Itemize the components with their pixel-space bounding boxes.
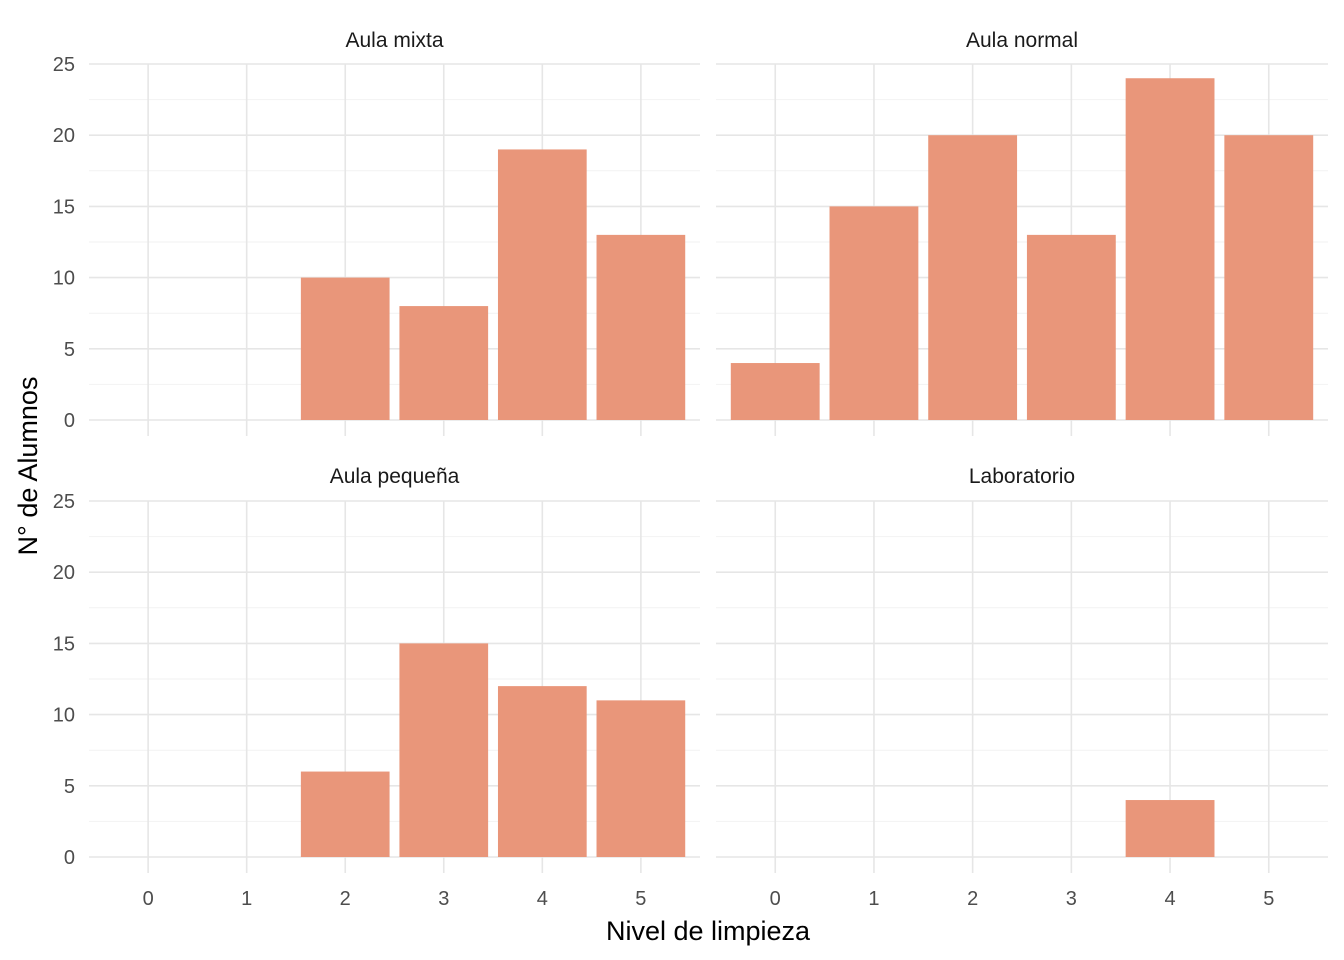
y-tick-label: 15 <box>53 196 75 218</box>
panel-laboratorio: Laboratorio 0 1 2 3 4 5 <box>716 465 1328 910</box>
y-tick-label: 20 <box>53 562 75 584</box>
bar <box>497 149 587 420</box>
bar <box>300 277 390 420</box>
x-tick-label: 2 <box>340 888 351 910</box>
y-axis-title: N° de Alumnos <box>13 377 43 556</box>
panel-aula-normal: Aula normal <box>716 29 1328 436</box>
x-tick-label: 3 <box>438 888 449 910</box>
panel-title: Aula pequeña <box>330 465 460 488</box>
y-tick-label: 5 <box>64 339 75 361</box>
bar <box>300 771 390 857</box>
x-tick-label: 0 <box>143 888 154 910</box>
panel-title: Aula normal <box>966 29 1078 52</box>
x-tick-label: 5 <box>635 888 646 910</box>
x-axis-title: Nivel de limpieza <box>606 916 811 946</box>
bar <box>1224 135 1314 420</box>
panel-title: Aula mixta <box>345 29 443 52</box>
bar <box>399 643 489 857</box>
bar <box>730 363 820 420</box>
bar <box>596 234 686 420</box>
panel-title: Laboratorio <box>969 465 1075 488</box>
panel-aula-mixta: Aula mixta 0 5 10 15 20 25 <box>53 29 700 436</box>
y-tick-label: 0 <box>64 410 75 432</box>
bar <box>1125 78 1215 421</box>
x-tick-label: 1 <box>241 888 252 910</box>
bar <box>497 686 587 857</box>
bar <box>1125 800 1215 857</box>
x-tick-label: 4 <box>1165 888 1176 910</box>
y-tick-label: 10 <box>53 268 75 290</box>
bar <box>1026 234 1116 420</box>
x-tick-label: 2 <box>967 888 978 910</box>
y-tick-label: 15 <box>53 633 75 655</box>
y-tick-label: 25 <box>53 491 75 513</box>
x-tick-label: 5 <box>1263 888 1274 910</box>
panel-aula-pequeña: Aula pequeña 0 5 10 15 20 25 0 1 2 3 4 5 <box>53 465 700 910</box>
x-tick-label: 4 <box>537 888 548 910</box>
y-tick-label: 0 <box>64 847 75 869</box>
y-tick-label: 20 <box>53 125 75 147</box>
y-tick-label: 10 <box>53 705 75 727</box>
bar <box>829 206 919 420</box>
bar <box>928 135 1018 420</box>
y-tick-label: 5 <box>64 776 75 798</box>
y-tick-label: 25 <box>53 54 75 76</box>
x-tick-label: 3 <box>1066 888 1077 910</box>
bar <box>399 306 489 420</box>
x-tick-label: 0 <box>770 888 781 910</box>
bar <box>596 700 686 857</box>
x-tick-label: 1 <box>868 888 879 910</box>
